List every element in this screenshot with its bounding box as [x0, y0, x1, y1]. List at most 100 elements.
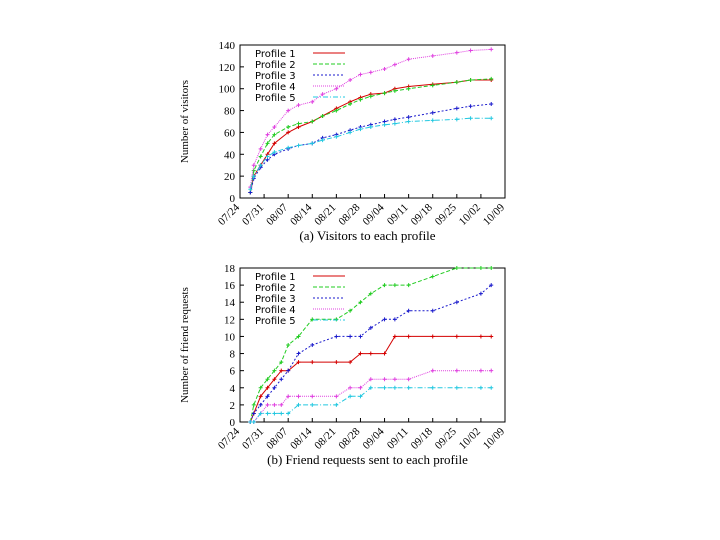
point-marker: [310, 99, 315, 104]
point-marker: [489, 116, 494, 121]
y-tick-label: 40: [224, 149, 236, 161]
legend-label: Profile 2: [255, 283, 296, 294]
point-marker: [348, 308, 353, 313]
point-marker: [358, 334, 363, 339]
point-marker: [279, 360, 284, 365]
point-marker: [454, 385, 459, 390]
point-marker: [368, 94, 373, 99]
y-tick-label: 100: [219, 84, 236, 96]
point-marker: [258, 402, 263, 407]
point-marker: [296, 360, 301, 365]
y-tick-label: 10: [224, 331, 236, 343]
point-marker: [430, 274, 435, 279]
point-marker: [489, 283, 494, 288]
point-marker: [296, 143, 301, 148]
x-tick-label: 09/25: [433, 425, 460, 452]
point-marker: [334, 334, 339, 339]
y-tick-label: 8: [230, 349, 236, 361]
point-marker: [258, 146, 263, 151]
y-tick-label: 12: [224, 314, 235, 326]
point-marker: [251, 168, 256, 173]
y-tick-label: 14: [224, 297, 236, 309]
caption: (b) Friend requests sent to each profile: [267, 452, 468, 467]
point-marker: [279, 368, 284, 373]
point-marker: [272, 385, 277, 390]
point-marker: [478, 385, 483, 390]
point-marker: [272, 368, 277, 373]
legend-label: Profile 1: [255, 49, 296, 60]
point-marker: [348, 394, 353, 399]
point-marker: [320, 114, 325, 119]
x-tick-label: 07/24: [216, 425, 243, 452]
point-marker: [334, 360, 339, 365]
point-marker: [265, 377, 270, 382]
point-marker: [310, 402, 315, 407]
point-marker: [310, 141, 315, 146]
point-marker: [358, 72, 363, 77]
y-tick-label: 0: [230, 417, 236, 429]
x-tick-label: 07/24: [216, 201, 243, 228]
point-marker: [248, 187, 253, 192]
point-marker: [382, 91, 387, 96]
point-marker: [430, 110, 435, 115]
y-tick-label: 120: [219, 62, 236, 74]
point-marker: [468, 77, 473, 82]
point-marker: [489, 102, 494, 107]
x-tick-label: 10/09: [481, 425, 508, 452]
point-marker: [478, 368, 483, 373]
x-tick-label: 09/18: [409, 201, 436, 228]
x-tick-label: 10/02: [457, 426, 483, 452]
point-marker: [296, 351, 301, 356]
point-marker: [468, 116, 473, 121]
point-marker: [392, 121, 397, 126]
point-marker: [286, 145, 291, 150]
x-tick-label: 09/18: [409, 425, 436, 452]
point-marker: [251, 420, 256, 424]
point-marker: [406, 385, 411, 390]
point-marker: [430, 368, 435, 373]
point-marker: [258, 411, 263, 416]
point-marker: [286, 124, 291, 129]
point-marker: [258, 394, 263, 399]
x-tick-label: 08/07: [264, 425, 291, 452]
point-marker: [310, 360, 315, 365]
point-marker: [348, 334, 353, 339]
point-marker: [272, 377, 277, 382]
point-marker: [392, 377, 397, 382]
point-marker: [368, 351, 373, 356]
point-marker: [348, 385, 353, 390]
point-marker: [489, 47, 494, 52]
point-marker: [272, 411, 277, 416]
x-tick-label: 10/02: [457, 202, 483, 228]
point-marker: [478, 334, 483, 339]
point-marker: [279, 411, 284, 416]
point-marker: [406, 86, 411, 91]
point-marker: [406, 115, 411, 120]
point-marker: [468, 48, 473, 53]
point-marker: [489, 368, 494, 373]
series-line: [249, 79, 492, 193]
point-marker: [430, 334, 435, 339]
point-marker: [368, 325, 373, 330]
point-marker: [406, 57, 411, 62]
point-marker: [258, 154, 263, 159]
point-marker: [406, 308, 411, 313]
point-marker: [478, 291, 483, 296]
point-marker: [272, 402, 277, 407]
point-marker: [454, 300, 459, 305]
y-tick-label: 140: [219, 40, 236, 52]
point-marker: [296, 402, 301, 407]
point-marker: [348, 360, 353, 365]
point-marker: [272, 132, 277, 137]
legend-label: Profile 4: [255, 305, 296, 316]
point-marker: [258, 385, 263, 390]
point-marker: [430, 83, 435, 88]
point-marker: [489, 334, 494, 339]
point-marker: [406, 283, 411, 288]
point-marker: [265, 154, 270, 159]
series-line: [249, 103, 492, 193]
point-marker: [430, 53, 435, 58]
point-marker: [358, 385, 363, 390]
point-marker: [358, 351, 363, 356]
